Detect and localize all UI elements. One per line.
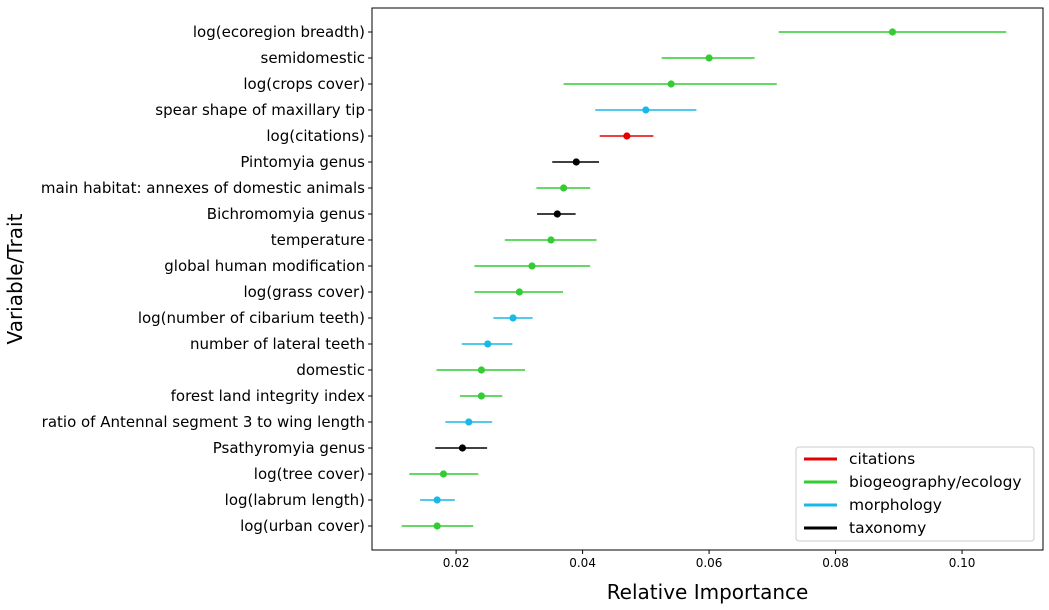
y-tick-label: log(labrum length) xyxy=(225,491,365,509)
y-tick-label: log(citations) xyxy=(266,127,365,145)
y-tick-label: temperature xyxy=(271,231,365,249)
data-point xyxy=(553,210,561,218)
y-tick-label: ratio of Antennal segment 3 to wing leng… xyxy=(42,413,365,431)
x-tick-label: 0.04 xyxy=(569,556,596,570)
legend-item: biogeography/ecology xyxy=(804,473,1022,491)
y-tick-label: spear shape of maxillary tip xyxy=(155,101,365,119)
legend-item: taxonomy xyxy=(804,519,926,537)
data-row: spear shape of maxillary tip xyxy=(155,101,697,119)
data-point xyxy=(515,288,523,296)
y-tick-label: domestic xyxy=(296,361,365,379)
data-point xyxy=(477,392,486,400)
y-tick-label: log(grass cover) xyxy=(243,283,365,301)
data-row: ratio of Antennal segment 3 to wing leng… xyxy=(42,413,493,431)
data-row: log(tree cover) xyxy=(254,465,479,483)
data-row: log(number of cibarium teeth) xyxy=(138,309,533,327)
data-row: main habitat: annexes of domestic animal… xyxy=(41,179,591,197)
data-row: domestic xyxy=(296,361,526,379)
plot-frame xyxy=(371,7,1044,551)
data-point xyxy=(477,366,486,374)
data-row: number of lateral teeth xyxy=(190,335,513,353)
legend-box xyxy=(795,446,1035,542)
y-axis-title: Variable/Trait xyxy=(3,213,27,344)
data-row: Pintomyia genus xyxy=(240,153,600,171)
data-point xyxy=(560,184,568,192)
data-row: Psathyromyia genus xyxy=(213,439,488,457)
y-tick-label: log(tree cover) xyxy=(254,465,365,483)
data-point xyxy=(433,522,441,530)
data-row: semidomestic xyxy=(261,49,755,67)
y-tick-label: semidomestic xyxy=(261,49,365,67)
data-point xyxy=(642,106,650,114)
data-point xyxy=(572,158,580,166)
data-point xyxy=(623,132,631,140)
x-tick-label: 0.10 xyxy=(949,556,976,570)
data-rows: log(ecoregion breadth) semidomestic log(cr… xyxy=(41,23,1007,535)
x-tick-label: 0.02 xyxy=(443,556,470,570)
data-row: log(grass cover) xyxy=(243,283,563,301)
x-tick-label: 0.08 xyxy=(822,556,849,570)
data-point xyxy=(433,496,441,504)
y-tick-label: Psathyromyia genus xyxy=(213,439,365,457)
data-point xyxy=(705,54,713,62)
y-tick-label: log(ecoregion breadth) xyxy=(193,23,365,41)
legend-label: taxonomy xyxy=(849,519,926,537)
legend-label: morphology xyxy=(849,496,942,514)
data-point xyxy=(439,470,448,478)
data-point xyxy=(888,28,897,36)
data-row: Bichromomyia genus xyxy=(207,205,576,223)
data-point xyxy=(465,418,473,426)
data-row: log(ecoregion breadth) xyxy=(193,23,1007,41)
y-tick-label: global human modification xyxy=(164,257,365,275)
x-axis-title: Relative Importance xyxy=(607,580,809,604)
legend-label: citations xyxy=(849,450,915,468)
data-point xyxy=(528,262,536,270)
x-axis-ticks: 0.02 0.04 0.06 0.08 0.10 xyxy=(443,550,976,570)
x-tick-label: 0.06 xyxy=(696,556,723,570)
legend-item: morphology xyxy=(804,496,942,514)
data-point xyxy=(458,444,467,452)
y-tick-label: log(crops cover) xyxy=(243,75,365,93)
data-row: global human modification xyxy=(164,257,591,275)
legend-item: citations xyxy=(804,450,915,468)
y-tick-label: log(urban cover) xyxy=(240,517,365,535)
y-tick-label: forest land integrity index xyxy=(171,387,365,405)
legend: citations biogeography/ecology morphology t… xyxy=(795,446,1035,542)
data-row: log(labrum length) xyxy=(225,491,455,509)
data-row: log(crops cover) xyxy=(243,75,777,93)
y-tick-label: Pintomyia genus xyxy=(240,153,365,171)
legend-label: biogeography/ecology xyxy=(849,473,1022,491)
data-point xyxy=(509,314,517,322)
y-tick-label: main habitat: annexes of domestic animal… xyxy=(41,179,365,197)
data-point xyxy=(547,236,555,244)
data-row: log(citations) xyxy=(266,127,654,145)
y-tick-label: log(number of cibarium teeth) xyxy=(138,309,365,327)
data-row: log(urban cover) xyxy=(240,517,474,535)
data-row: temperature xyxy=(271,231,597,249)
y-tick-label: Bichromomyia genus xyxy=(207,205,365,223)
y-tick-label: number of lateral teeth xyxy=(190,335,365,353)
data-point xyxy=(667,80,675,88)
data-point xyxy=(484,340,492,348)
data-row: forest land integrity index xyxy=(171,387,503,405)
